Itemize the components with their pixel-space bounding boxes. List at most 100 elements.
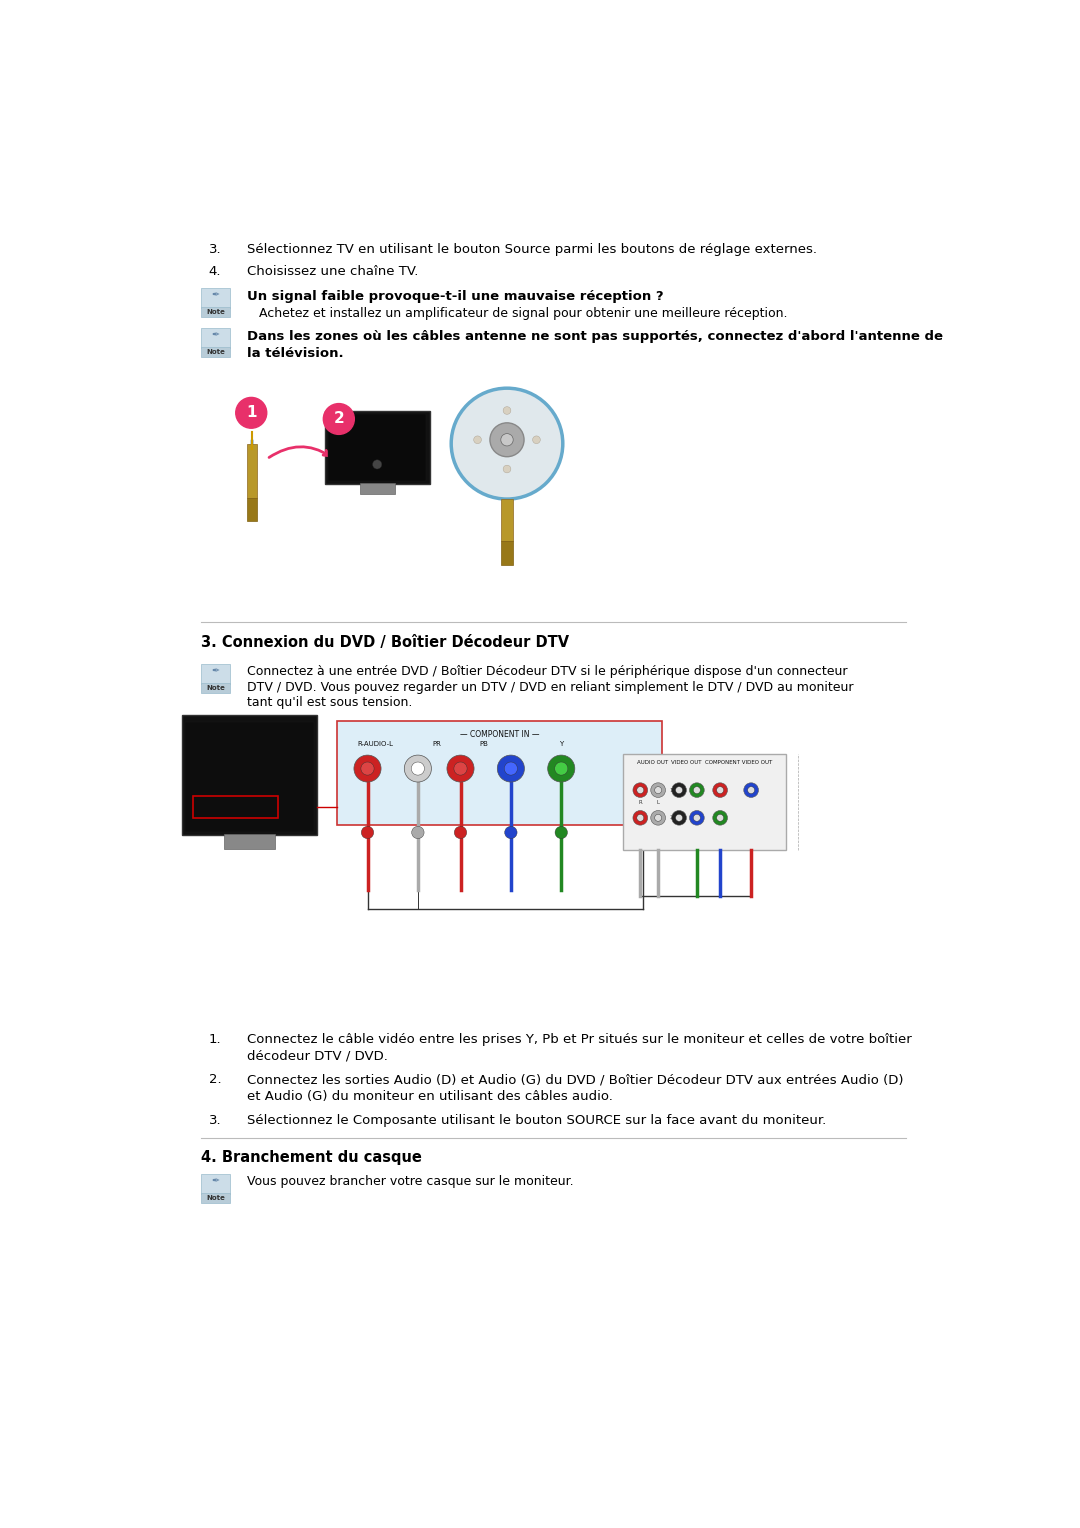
Circle shape [532,435,540,443]
Circle shape [693,814,700,822]
FancyBboxPatch shape [201,683,230,694]
Circle shape [362,827,374,839]
Text: ✒: ✒ [212,290,219,301]
Circle shape [361,762,374,775]
Circle shape [404,755,431,782]
Circle shape [717,814,724,822]
FancyBboxPatch shape [181,715,318,834]
FancyBboxPatch shape [201,289,230,309]
Circle shape [490,423,524,457]
Text: COMPONENT VIDEO OUT: COMPONENT VIDEO OUT [704,759,772,766]
Text: Connectez le câble vidéo entre les prises Y, Pb et Pr situés sur le moniteur et : Connectez le câble vidéo entre les prise… [247,1033,913,1045]
Text: Choisissez une chaîne TV.: Choisissez une chaîne TV. [247,264,419,278]
FancyBboxPatch shape [185,721,314,831]
Text: DTV / DVD. Vous pouvez regarder un DTV / DVD en reliant simplement le DTV / DVD : DTV / DVD. Vous pouvez regarder un DTV /… [247,681,854,694]
Circle shape [637,787,644,793]
Text: ✒: ✒ [212,666,219,677]
Circle shape [497,755,525,782]
Text: Note: Note [206,309,225,315]
Text: et Audio (G) du moniteur en utilisant des câbles audio.: et Audio (G) du moniteur en utilisant de… [247,1091,613,1103]
Circle shape [672,810,687,825]
Circle shape [713,810,728,825]
Text: Vous pouvez brancher votre casque sur le moniteur.: Vous pouvez brancher votre casque sur le… [247,1175,573,1189]
Circle shape [651,810,665,825]
Text: décodeur DTV / DVD.: décodeur DTV / DVD. [247,1050,388,1062]
Text: 1.: 1. [208,1033,221,1045]
FancyBboxPatch shape [201,329,230,348]
Circle shape [689,782,704,798]
Text: Connectez les sorties Audio (D) et Audio (G) du DVD / Boîtier Décodeur DTV aux e: Connectez les sorties Audio (D) et Audio… [247,1074,904,1086]
Circle shape [713,782,728,798]
Text: ✒: ✒ [212,332,219,341]
Text: Achetez et installez un amplificateur de signal pour obtenir une meilleure récep: Achetez et installez un amplificateur de… [259,307,787,319]
FancyBboxPatch shape [201,347,230,358]
Text: PR: PR [433,741,442,747]
Text: Note: Note [206,350,225,356]
FancyBboxPatch shape [501,541,513,564]
Text: 2.: 2. [208,1074,221,1086]
FancyBboxPatch shape [201,307,230,318]
Text: Note: Note [206,1195,225,1201]
Text: tant qu'il est sous tension.: tant qu'il est sous tension. [247,697,413,709]
FancyBboxPatch shape [501,500,513,541]
Text: AUDIO OUT: AUDIO OUT [637,759,669,766]
Text: Y: Y [559,741,564,747]
Circle shape [633,810,648,825]
Circle shape [555,762,568,775]
Text: 3. Connexion du DVD / Boîtier Décodeur DTV: 3. Connexion du DVD / Boîtier Décodeur D… [201,634,569,649]
Text: 4. Branchement du casque: 4. Branchement du casque [201,1151,422,1166]
Text: 3.: 3. [208,1114,221,1126]
Text: Sélectionnez le Composante utilisant le bouton SOURCE sur la face avant du monit: Sélectionnez le Composante utilisant le … [247,1114,826,1126]
FancyBboxPatch shape [201,1174,230,1193]
Circle shape [654,787,662,793]
Circle shape [504,762,517,775]
Circle shape [411,827,424,839]
Circle shape [637,814,644,822]
Circle shape [672,782,687,798]
Text: — COMPONENT IN —: — COMPONENT IN — [459,730,539,740]
FancyBboxPatch shape [360,483,394,495]
FancyBboxPatch shape [623,753,786,850]
Circle shape [744,782,758,798]
Circle shape [501,434,513,446]
Circle shape [503,465,511,472]
Text: Note: Note [206,685,225,691]
Circle shape [676,814,683,822]
Circle shape [504,827,517,839]
Circle shape [235,397,267,428]
Text: Dans les zones où les câbles antenne ne sont pas supportés, connectez d'abord l': Dans les zones où les câbles antenne ne … [247,330,943,342]
Circle shape [323,403,354,434]
Text: Connectez à une entrée DVD / Boîtier Décodeur DTV si le périphérique dispose d'u: Connectez à une entrée DVD / Boîtier Déc… [247,665,848,678]
Text: Un signal faible provoque-t-il une mauvaise réception ?: Un signal faible provoque-t-il une mauva… [247,290,664,303]
Circle shape [411,762,424,775]
Circle shape [548,755,575,782]
Text: 4.: 4. [208,264,221,278]
FancyBboxPatch shape [337,721,662,825]
Text: R: R [638,801,643,805]
FancyBboxPatch shape [246,443,257,498]
Circle shape [373,460,382,469]
Text: 2: 2 [334,411,345,426]
FancyBboxPatch shape [225,834,274,848]
Text: L: L [657,801,660,805]
Text: la télévision.: la télévision. [247,347,345,359]
Circle shape [651,782,665,798]
Circle shape [447,755,474,782]
Circle shape [354,755,381,782]
Circle shape [455,827,467,839]
Circle shape [503,406,511,414]
Circle shape [689,810,704,825]
FancyBboxPatch shape [328,414,427,481]
Circle shape [654,814,662,822]
Circle shape [555,827,567,839]
Circle shape [633,782,648,798]
Circle shape [474,435,482,443]
FancyBboxPatch shape [201,1193,230,1203]
Circle shape [454,762,467,775]
Text: Sélectionnez TV en utilisant le bouton Source parmi les boutons de réglage exter: Sélectionnez TV en utilisant le bouton S… [247,243,818,257]
Circle shape [693,787,700,793]
Text: 1: 1 [670,787,674,793]
Text: R-AUDIO-L: R-AUDIO-L [357,741,393,747]
Circle shape [717,787,724,793]
FancyBboxPatch shape [201,663,230,685]
